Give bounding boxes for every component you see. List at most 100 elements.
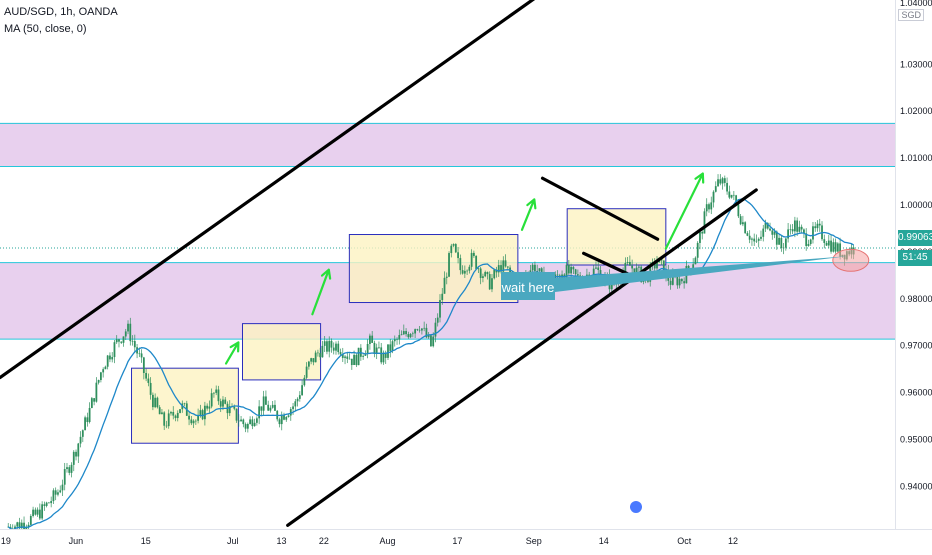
candle-body: [563, 274, 566, 278]
candle-body: [344, 356, 346, 358]
candle-body: [50, 501, 53, 504]
candle-body: [255, 418, 258, 423]
candle-body: [52, 490, 55, 502]
candle-body: [348, 358, 351, 360]
callout-bubble[interactable]: [501, 256, 847, 300]
channel-lower-trendline[interactable]: [286, 188, 758, 527]
candle-body: [32, 509, 34, 516]
candle-body: [416, 329, 419, 330]
candle-body: [459, 258, 462, 271]
flag-lower-line[interactable]: [582, 251, 631, 276]
candle-body: [766, 222, 769, 229]
candle-body: [836, 243, 839, 252]
candle-body: [775, 231, 778, 245]
candle-body: [798, 226, 801, 232]
candle-body: [741, 222, 744, 225]
candle-body: [744, 222, 747, 234]
candle-body: [25, 527, 28, 530]
candle-body: [244, 424, 247, 429]
candle-body: [161, 412, 163, 415]
candle-body: [41, 504, 44, 519]
candle-body: [398, 335, 401, 340]
candle-body: [45, 502, 48, 506]
candle-body: [400, 334, 403, 336]
candle-body: [504, 260, 507, 267]
candle-body: [626, 261, 629, 263]
candle-body: [502, 260, 505, 272]
time-tick-label: 15: [141, 536, 151, 546]
up-arrow-4[interactable]: [664, 172, 705, 250]
candle-body: [500, 265, 502, 272]
price-axis[interactable]: 1.030001.020001.010001.000000.990000.980…: [895, 0, 932, 550]
candle-body: [393, 339, 396, 342]
candle-body: [260, 406, 263, 411]
time-tick-label: Oct: [677, 536, 692, 546]
consolidation-box-2[interactable]: [241, 323, 322, 381]
candle-body: [165, 425, 168, 427]
candle-body: [68, 467, 71, 473]
candle-body: [624, 262, 627, 273]
up-arrow-1[interactable]: [224, 341, 240, 365]
resistance-zone: [0, 123, 896, 167]
price-tick-label: 0.94000: [900, 481, 932, 491]
candle-body: [710, 202, 713, 210]
candle-body: [118, 339, 120, 342]
candle-body: [405, 331, 407, 335]
candle-body: [84, 417, 86, 431]
candle-body: [246, 424, 249, 429]
candle-body: [751, 238, 753, 240]
candle-body: [701, 231, 704, 234]
candle-body: [122, 336, 125, 343]
candle-body: [762, 228, 765, 237]
time-tick-label: Aug: [379, 536, 395, 546]
candle-body: [506, 266, 509, 268]
up-arrow-2[interactable]: [311, 268, 332, 316]
symbol-title[interactable]: AUD/SGD, 1h, OANDA: [4, 6, 118, 18]
price-tick-label: 0.96000: [900, 388, 932, 398]
candle-body: [732, 194, 735, 196]
candle-body: [418, 329, 421, 331]
candle-body: [773, 231, 776, 235]
up-arrow-3[interactable]: [520, 198, 537, 231]
target-circle[interactable]: [832, 248, 870, 272]
candle-body: [477, 268, 480, 270]
channel-upper-trendline[interactable]: [0, 0, 536, 380]
candle-body: [475, 255, 478, 270]
candle-body: [240, 419, 242, 422]
candle-body: [364, 353, 367, 356]
time-tick-label: 19: [1, 536, 11, 546]
candle-body: [158, 407, 161, 415]
tv-logo-icon: [630, 501, 642, 513]
candle-body: [780, 237, 783, 249]
indicator-label[interactable]: MA (50, close, 0): [4, 23, 87, 35]
candle-body: [233, 406, 236, 409]
candle-body: [421, 328, 423, 331]
time-tick-label: 17: [452, 536, 462, 546]
candle-body: [463, 270, 466, 274]
candle-body: [687, 265, 690, 269]
candle-body: [219, 401, 222, 407]
candle-body: [457, 252, 459, 259]
candle-body: [753, 238, 756, 242]
candle-body: [283, 415, 285, 420]
candle-body: [366, 344, 369, 354]
candle-body: [81, 430, 84, 437]
candle-body: [739, 216, 742, 225]
consolidation-box-3[interactable]: [348, 234, 519, 304]
time-axis[interactable]: 19 Jun 15 Jul 13 22 Aug 17 Sep 14 Oct 12: [0, 529, 932, 550]
moving-average-line[interactable]: [7, 197, 855, 531]
candle-body: [34, 509, 37, 515]
candle-body: [812, 226, 814, 240]
candle-body: [728, 191, 731, 198]
candle-body: [488, 274, 491, 290]
candle-body: [445, 276, 448, 278]
candle-body: [825, 242, 828, 246]
candle-body: [570, 266, 572, 274]
candle-body: [335, 343, 337, 351]
consolidation-box-4[interactable]: [566, 208, 667, 266]
flag-upper-line[interactable]: [540, 176, 660, 241]
candle-body: [807, 243, 810, 246]
candle-body: [814, 226, 817, 229]
